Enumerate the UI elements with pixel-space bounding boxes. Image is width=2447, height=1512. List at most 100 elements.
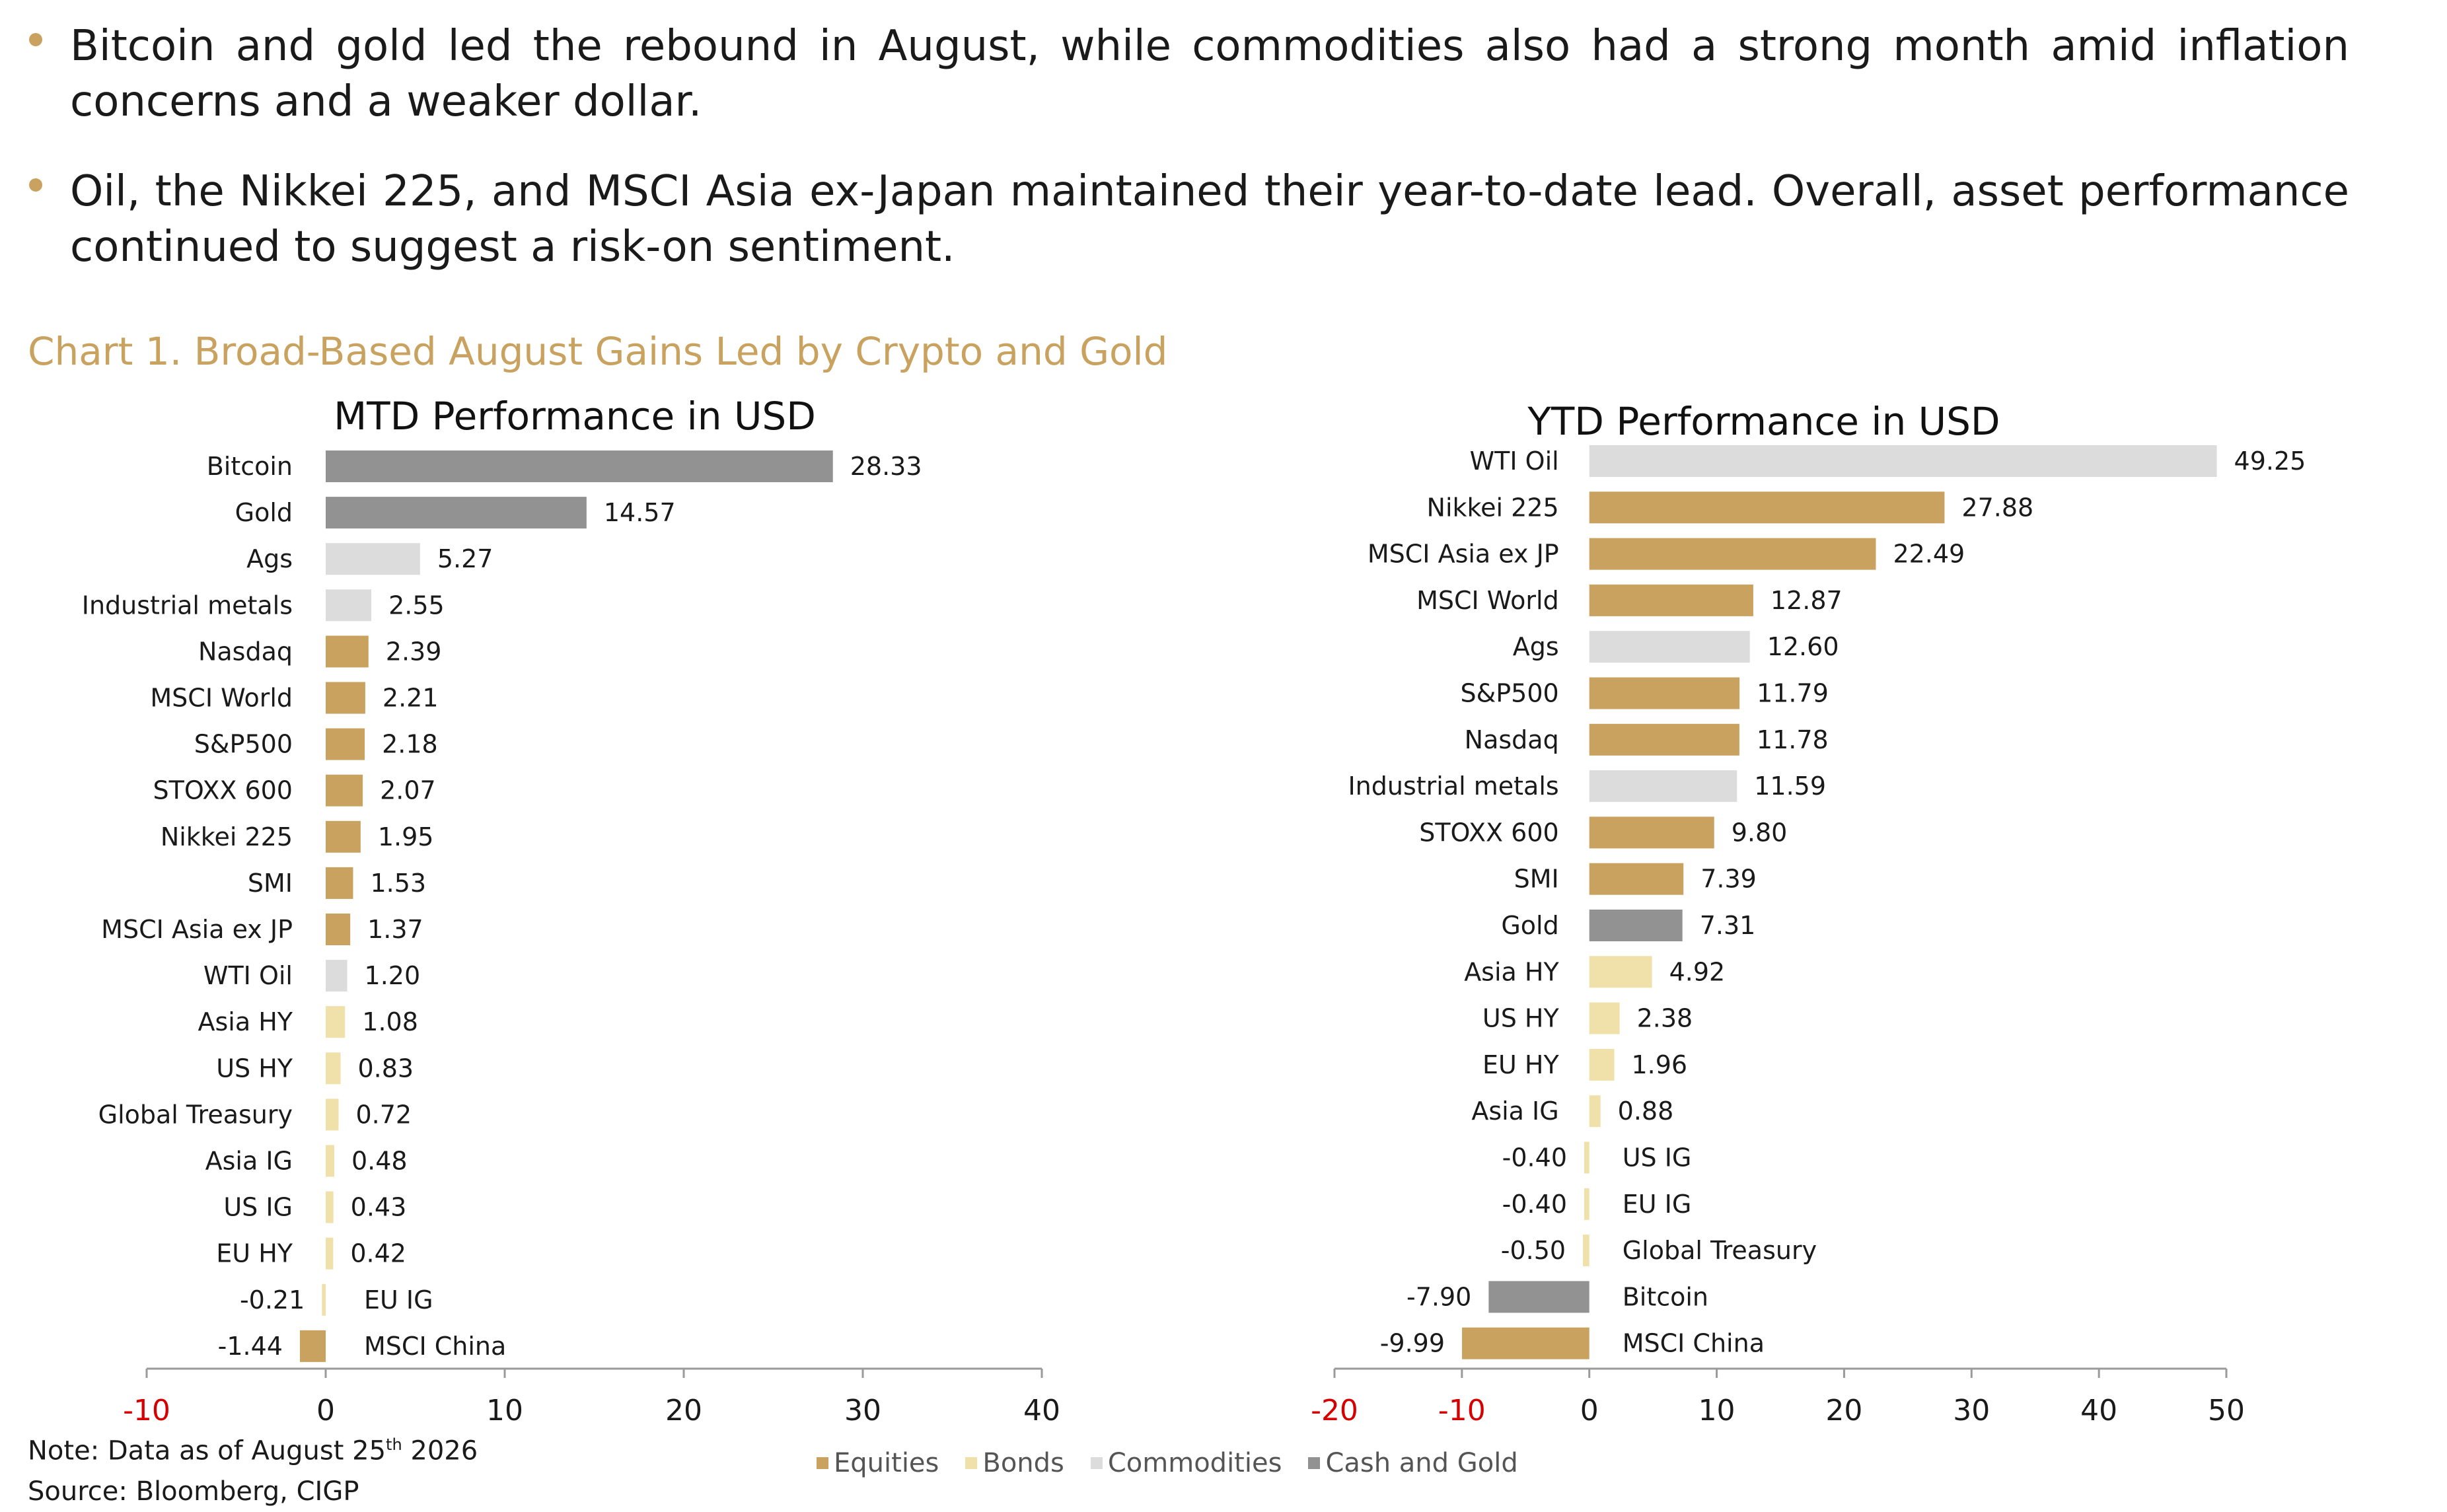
bar [1589, 584, 1753, 616]
legend-item: Commodities [1090, 1448, 1282, 1478]
bar [1589, 1048, 1615, 1081]
data-label: 27.88 [1961, 493, 2033, 522]
category-label: Nikkei 225 [161, 822, 293, 851]
data-label: 2.38 [1637, 1004, 1693, 1033]
category-label: MSCI World [1416, 586, 1559, 615]
legend-swatch-icon [965, 1457, 978, 1469]
data-label: 0.43 [351, 1193, 407, 1222]
category-label: Asia HY [198, 1007, 293, 1036]
bar [1589, 1095, 1601, 1128]
x-tick-label: 20 [1825, 1394, 1862, 1427]
bullet-text-2: Oil, the Nikkei 225, and MSCI Asia ex-Ja… [70, 167, 2349, 271]
data-label: 4.92 [1669, 957, 1726, 986]
category-label: Ags [246, 544, 293, 573]
data-label: 2.55 [388, 591, 445, 620]
category-label: S&P500 [1461, 679, 1559, 708]
bar [326, 589, 372, 622]
bar [1589, 677, 1740, 709]
category-label: Gold [235, 498, 293, 527]
data-label: 1.20 [365, 961, 421, 990]
category-label: STOXX 600 [1419, 818, 1559, 847]
bar [326, 914, 351, 945]
bullet-dot-icon [29, 33, 42, 46]
bar [1589, 631, 1750, 663]
bar [1589, 723, 1739, 756]
bar [299, 1330, 326, 1362]
bar [326, 682, 365, 714]
category-label: MSCI Asia ex JP [1368, 540, 1559, 569]
legend-item: Bonds [965, 1448, 1064, 1478]
bar [1589, 910, 1683, 941]
data-label: 0.83 [357, 1054, 414, 1083]
legend-swatch-icon [1090, 1457, 1103, 1469]
category-label: WTI Oil [1470, 447, 1559, 476]
data-label: -0.50 [1501, 1236, 1566, 1265]
bar [326, 1237, 334, 1270]
note-date: Note: Data as of August 25th 2026 [28, 1435, 478, 1466]
data-label: 1.37 [367, 915, 423, 944]
data-label: 49.25 [2234, 447, 2306, 476]
category-label: MSCI China [1623, 1329, 1765, 1358]
data-label: 28.33 [850, 452, 922, 481]
x-tick-label: 30 [844, 1394, 881, 1427]
category-label: Bitcoin [1623, 1282, 1708, 1311]
category-label: US HY [1482, 1004, 1560, 1033]
data-label: 7.39 [1700, 865, 1757, 894]
x-tick-label: -10 [123, 1394, 170, 1427]
category-label: Global Treasury [98, 1100, 293, 1129]
chart-legend: Equities Bonds Commodities Cash and Gold [817, 1448, 1518, 1478]
data-label: 14.57 [604, 498, 676, 527]
x-tick-label: 30 [1953, 1394, 1990, 1427]
mtd-chart: MTD Performance in USD Bitcoin 28.33 Gold 14… [82, 394, 1060, 1427]
category-label: Industrial metals [82, 591, 293, 620]
legend-label: Cash and Gold [1325, 1448, 1518, 1478]
data-label: 9.80 [1732, 818, 1788, 847]
x-tick-label: 40 [1023, 1394, 1060, 1427]
ytd-chart: YTD Performance in USD WTI Oil 49.25 Nikkei… [1311, 399, 2306, 1427]
panel-title: MTD Performance in USD [334, 394, 816, 439]
bullet-point-1: Bitcoin and gold led the rebound in Augu… [29, 18, 2349, 129]
bar [326, 960, 347, 992]
bar [1589, 770, 1737, 803]
data-label: 2.39 [386, 637, 442, 666]
data-label: 1.08 [362, 1007, 418, 1036]
bar [326, 1098, 339, 1131]
bar [326, 450, 833, 482]
data-label: 1.96 [1632, 1050, 1688, 1079]
data-label: 0.48 [351, 1147, 408, 1176]
panel-title: YTD Performance in USD [1527, 399, 2000, 444]
x-tick-label: 10 [486, 1394, 523, 1427]
data-label: -0.40 [1502, 1190, 1567, 1219]
category-label: SMI [248, 869, 293, 898]
category-label: Nasdaq [1465, 725, 1559, 754]
category-label: EU HY [216, 1239, 293, 1268]
category-label: SMI [1514, 865, 1559, 894]
legend-label: Commodities [1107, 1448, 1282, 1478]
category-label: EU HY [1482, 1050, 1559, 1079]
bar [326, 497, 587, 529]
data-label: 22.49 [1893, 540, 1965, 569]
x-tick-label: -20 [1311, 1394, 1358, 1427]
x-tick-label: 0 [1580, 1394, 1599, 1427]
category-label: Industrial metals [1348, 772, 1558, 801]
data-label: -7.90 [1406, 1282, 1471, 1311]
data-label: 12.60 [1767, 632, 1839, 661]
category-label: Ags [1513, 632, 1559, 661]
bar [326, 774, 363, 807]
bar [1584, 1188, 1589, 1220]
bar [1584, 1141, 1589, 1174]
category-label: MSCI World [150, 684, 293, 713]
bar [326, 867, 353, 899]
chart-note: Note: Data as of August 25th 2026 Source… [28, 1424, 478, 1512]
x-tick-label: 0 [316, 1394, 335, 1427]
data-label: 2.18 [382, 730, 438, 759]
bar [1589, 956, 1652, 988]
bar [322, 1283, 326, 1316]
bar [1488, 1281, 1589, 1313]
category-label: Asia HY [1464, 957, 1559, 986]
legend-swatch-icon [1308, 1457, 1321, 1469]
category-label: Nikkei 225 [1427, 493, 1559, 522]
data-label: 1.53 [370, 869, 426, 898]
legend-item: Cash and Gold [1308, 1448, 1518, 1478]
x-tick-label: 20 [665, 1394, 702, 1427]
